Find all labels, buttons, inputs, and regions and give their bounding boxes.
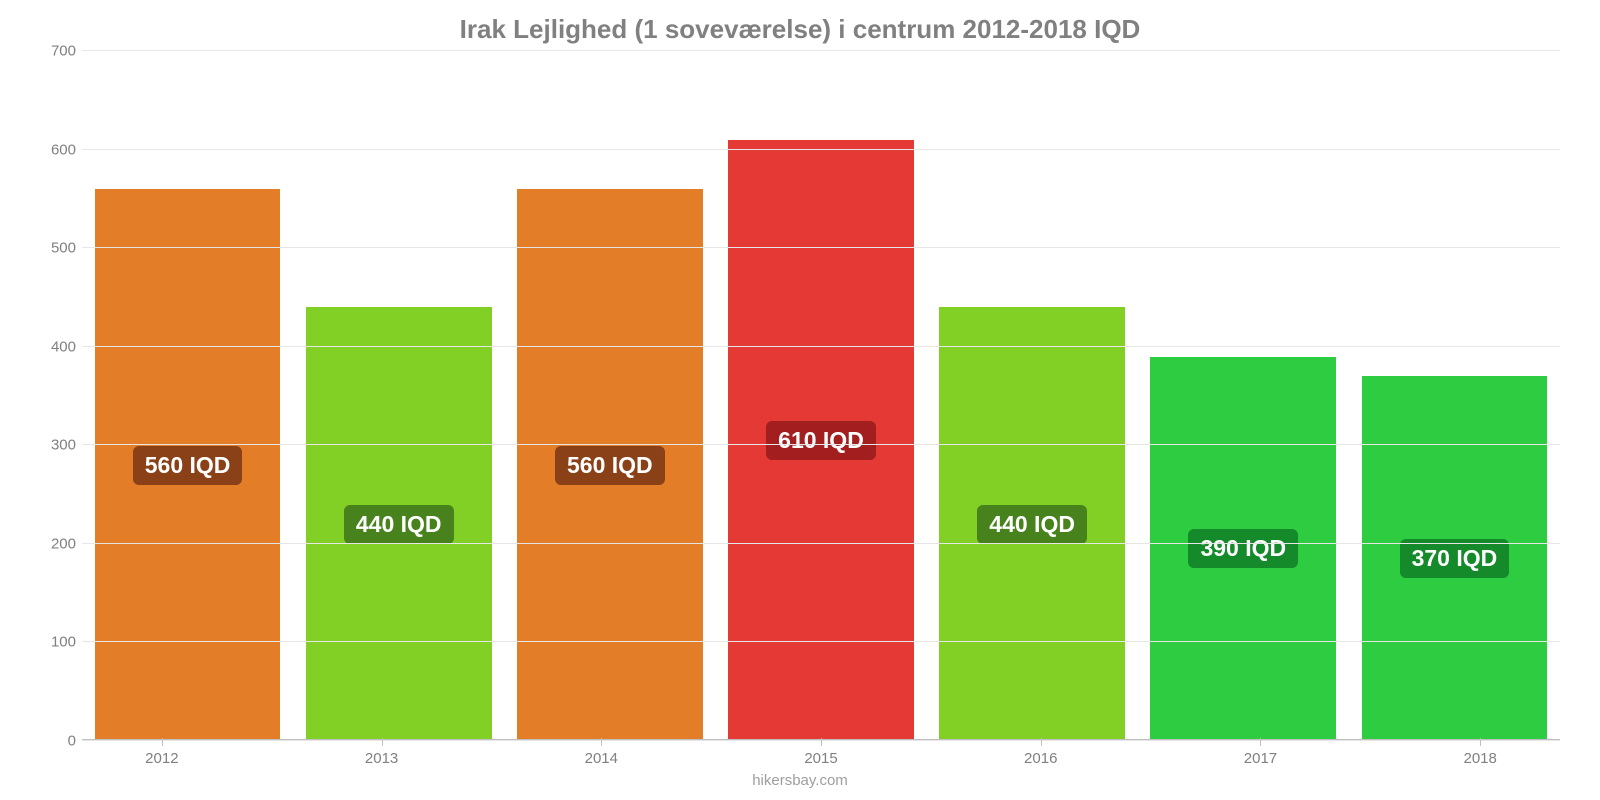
chart-title: Irak Lejlighed (1 soveværelse) i centrum… xyxy=(30,0,1570,51)
gridline xyxy=(82,543,1560,544)
y-tick-label: 600 xyxy=(30,141,76,158)
bar-slot: 610 IQD xyxy=(715,51,926,741)
x-tick-label: 2017 xyxy=(1151,750,1371,767)
bar-value-label: 370 IQD xyxy=(1400,539,1510,578)
x-tick-label: 2016 xyxy=(931,750,1151,767)
bar-value-label: 560 IQD xyxy=(133,446,243,485)
bar-value-label: 560 IQD xyxy=(555,446,665,485)
y-tick-label: 200 xyxy=(30,535,76,552)
bars-container: 560 IQD 440 IQD 560 IQD 610 IQD 440 IQD 390 I… xyxy=(82,51,1560,741)
x-axis: 2012201320142015201620172018 xyxy=(52,750,1590,767)
bar: 440 IQD xyxy=(939,307,1125,741)
bar: 560 IQD xyxy=(517,189,703,741)
x-tick-label: 2018 xyxy=(1370,750,1590,767)
y-tick-label: 500 xyxy=(30,240,76,257)
gridline xyxy=(82,444,1560,445)
bar-chart: Irak Lejlighed (1 soveværelse) i centrum… xyxy=(0,0,1600,800)
credit-text: hikersbay.com xyxy=(0,772,1600,789)
bar: 560 IQD xyxy=(95,189,281,741)
y-axis: 0100200300400500600700 xyxy=(30,51,82,741)
y-tick-label: 700 xyxy=(30,43,76,60)
bar: 390 IQD xyxy=(1150,357,1336,741)
x-tick-label: 2015 xyxy=(711,750,931,767)
x-tick-label: 2012 xyxy=(52,750,272,767)
y-tick-label: 100 xyxy=(30,634,76,651)
bar-value-label: 440 IQD xyxy=(977,505,1087,544)
bar-slot: 440 IQD xyxy=(927,51,1138,741)
y-tick-label: 0 xyxy=(30,733,76,750)
bar-slot: 560 IQD xyxy=(82,51,293,741)
bar-value-label: 390 IQD xyxy=(1188,529,1298,568)
bar-slot: 370 IQD xyxy=(1349,51,1560,741)
gridline xyxy=(82,50,1560,51)
gridline xyxy=(82,641,1560,642)
x-tick-label: 2013 xyxy=(272,750,492,767)
bar: 370 IQD xyxy=(1362,376,1548,741)
bar-slot: 560 IQD xyxy=(504,51,715,741)
bar: 440 IQD xyxy=(306,307,492,741)
bar-slot: 440 IQD xyxy=(293,51,504,741)
y-tick-label: 400 xyxy=(30,338,76,355)
bar-value-label: 610 IQD xyxy=(766,421,876,460)
x-tick-label: 2014 xyxy=(491,750,711,767)
gridline xyxy=(82,247,1560,248)
y-tick-label: 300 xyxy=(30,437,76,454)
plot-area: 0100200300400500600700 560 IQD440 IQD560… xyxy=(82,51,1560,741)
bar-value-label: 440 IQD xyxy=(344,505,454,544)
gridline xyxy=(82,149,1560,150)
bar-slot: 390 IQD xyxy=(1138,51,1349,741)
gridline xyxy=(82,346,1560,347)
bar: 610 IQD xyxy=(728,140,914,741)
